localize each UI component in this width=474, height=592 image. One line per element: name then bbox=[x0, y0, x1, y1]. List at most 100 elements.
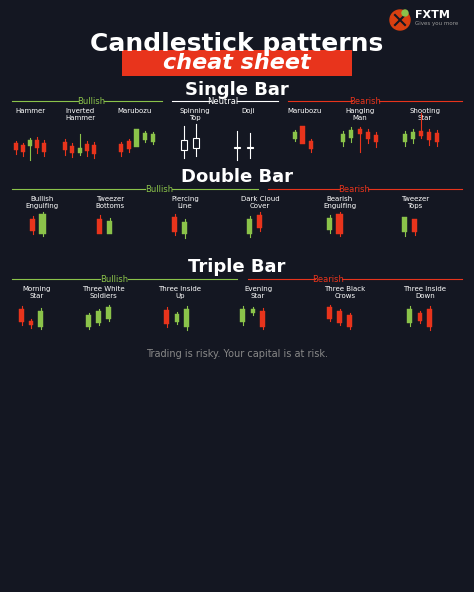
Bar bbox=[427, 132, 431, 140]
Bar bbox=[403, 134, 407, 142]
Bar bbox=[349, 130, 353, 138]
Bar bbox=[28, 140, 32, 146]
Bar bbox=[240, 309, 246, 322]
Text: Tweezer
Tops: Tweezer Tops bbox=[401, 196, 429, 209]
Bar bbox=[247, 219, 253, 234]
Bar bbox=[347, 315, 353, 327]
Bar bbox=[337, 214, 344, 234]
Bar bbox=[293, 132, 297, 139]
Circle shape bbox=[390, 10, 410, 30]
Bar bbox=[301, 126, 306, 144]
Text: Evening
Star: Evening Star bbox=[244, 286, 272, 299]
Bar bbox=[428, 309, 432, 327]
Bar bbox=[261, 311, 265, 327]
Text: Spinning
Top: Spinning Top bbox=[180, 108, 210, 121]
Bar bbox=[175, 314, 179, 322]
Text: Neutral: Neutral bbox=[207, 96, 238, 105]
Bar bbox=[193, 138, 199, 148]
Text: Bearish
Engulfing: Bearish Engulfing bbox=[323, 196, 356, 209]
Bar bbox=[39, 214, 46, 234]
Bar bbox=[181, 140, 187, 150]
Bar bbox=[418, 313, 422, 321]
Bar bbox=[97, 311, 101, 323]
Text: cheat sheet: cheat sheet bbox=[163, 53, 311, 73]
Text: Shooting
Star: Shooting Star bbox=[410, 108, 440, 121]
Bar bbox=[366, 132, 370, 139]
Text: Gives you more: Gives you more bbox=[415, 21, 458, 25]
Bar bbox=[184, 309, 190, 327]
Bar bbox=[98, 219, 102, 234]
Bar bbox=[29, 321, 33, 325]
Text: Hammer: Hammer bbox=[15, 108, 45, 114]
Text: Inverted
Hammer: Inverted Hammer bbox=[65, 108, 95, 121]
Bar bbox=[78, 148, 82, 153]
Text: Single Bar: Single Bar bbox=[185, 81, 289, 99]
Bar bbox=[341, 134, 345, 142]
Bar bbox=[30, 219, 36, 231]
Text: Bullish: Bullish bbox=[77, 96, 105, 105]
Text: Double Bar: Double Bar bbox=[181, 168, 293, 186]
Text: Three Inside
Down: Three Inside Down bbox=[403, 286, 447, 299]
Bar bbox=[151, 134, 155, 142]
Bar bbox=[419, 131, 423, 136]
Bar bbox=[108, 221, 112, 234]
Text: Hanging
Man: Hanging Man bbox=[346, 108, 374, 121]
Bar bbox=[127, 141, 131, 149]
Bar bbox=[143, 133, 147, 140]
Bar bbox=[14, 143, 18, 150]
Bar bbox=[358, 129, 362, 134]
Text: Three Black
Crows: Three Black Crows bbox=[324, 286, 365, 299]
Bar bbox=[247, 147, 253, 148]
Text: Doji: Doji bbox=[241, 108, 255, 114]
Bar bbox=[107, 307, 111, 319]
Bar bbox=[411, 132, 415, 139]
Text: Candlestick patterns: Candlestick patterns bbox=[91, 32, 383, 56]
Text: Three Inside
Up: Three Inside Up bbox=[158, 286, 201, 299]
Bar bbox=[21, 145, 25, 152]
Text: Marubozu: Marubozu bbox=[118, 108, 152, 114]
Bar bbox=[35, 140, 39, 148]
Bar bbox=[328, 218, 332, 230]
Text: Piercing
Line: Piercing Line bbox=[171, 196, 199, 209]
Bar bbox=[86, 315, 91, 327]
Text: Triple Bar: Triple Bar bbox=[188, 258, 286, 276]
Bar bbox=[19, 309, 25, 322]
Bar bbox=[435, 133, 439, 142]
Text: Marubozu: Marubozu bbox=[288, 108, 322, 114]
Bar bbox=[234, 147, 240, 148]
Bar bbox=[122, 50, 352, 76]
Bar bbox=[85, 144, 89, 151]
Bar bbox=[408, 309, 412, 323]
Bar bbox=[42, 143, 46, 152]
Text: Trading is risky. Your capital is at risk.: Trading is risky. Your capital is at ris… bbox=[146, 349, 328, 359]
Text: Dark Cloud
Cover: Dark Cloud Cover bbox=[241, 196, 279, 209]
Text: Three White
Soldiers: Three White Soldiers bbox=[82, 286, 124, 299]
Bar bbox=[119, 144, 123, 152]
Text: Bearish: Bearish bbox=[338, 185, 370, 194]
Text: Bullish: Bullish bbox=[145, 185, 173, 194]
Text: FXTM: FXTM bbox=[415, 10, 450, 20]
Bar bbox=[251, 309, 255, 313]
Text: Bullish: Bullish bbox=[100, 275, 128, 284]
Bar bbox=[38, 311, 44, 327]
Bar bbox=[412, 219, 418, 232]
Text: Bearish: Bearish bbox=[349, 96, 381, 105]
Bar bbox=[173, 217, 177, 232]
Bar bbox=[70, 146, 74, 153]
Circle shape bbox=[402, 10, 408, 16]
Text: Morning
Star: Morning Star bbox=[23, 286, 51, 299]
Bar bbox=[257, 215, 263, 228]
Bar bbox=[374, 135, 378, 142]
Bar bbox=[309, 141, 313, 149]
Text: Tweezer
Bottoms: Tweezer Bottoms bbox=[95, 196, 125, 209]
Bar bbox=[63, 142, 67, 150]
Bar bbox=[328, 307, 332, 319]
Bar bbox=[182, 222, 188, 234]
Bar bbox=[92, 145, 96, 154]
Bar bbox=[337, 311, 343, 323]
Text: Bullish
Engulfing: Bullish Engulfing bbox=[26, 196, 59, 209]
Text: Bearish: Bearish bbox=[312, 275, 344, 284]
Bar bbox=[164, 310, 170, 324]
Bar bbox=[402, 217, 408, 232]
Bar bbox=[135, 129, 139, 147]
